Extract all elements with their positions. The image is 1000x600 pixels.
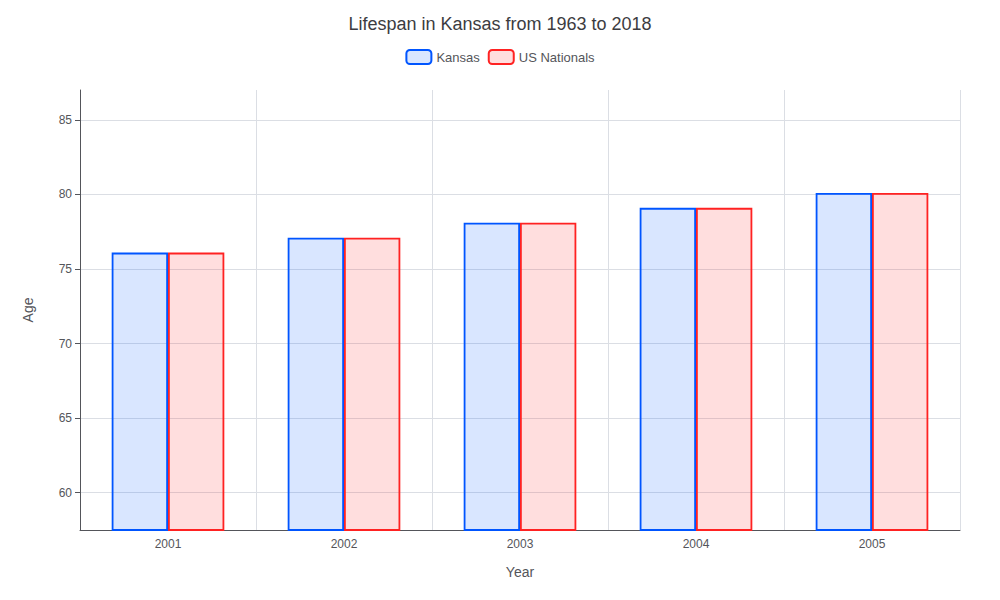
svg-text:Year: Year bbox=[506, 564, 535, 580]
svg-text:85: 85 bbox=[59, 113, 73, 127]
svg-text:US Nationals: US Nationals bbox=[519, 50, 595, 65]
svg-text:75: 75 bbox=[59, 262, 73, 276]
svg-text:60: 60 bbox=[59, 486, 73, 500]
svg-text:80: 80 bbox=[59, 187, 73, 201]
svg-text:2005: 2005 bbox=[859, 537, 886, 551]
svg-text:Age: Age bbox=[20, 297, 36, 322]
svg-text:2001: 2001 bbox=[155, 537, 182, 551]
svg-text:2004: 2004 bbox=[683, 537, 710, 551]
svg-text:2003: 2003 bbox=[507, 537, 534, 551]
svg-text:2002: 2002 bbox=[331, 537, 358, 551]
svg-text:Kansas: Kansas bbox=[436, 50, 480, 65]
svg-text:Lifespan in Kansas from 1963 t: Lifespan in Kansas from 1963 to 2018 bbox=[348, 14, 651, 34]
svg-text:70: 70 bbox=[59, 337, 73, 351]
svg-text:65: 65 bbox=[59, 411, 73, 425]
